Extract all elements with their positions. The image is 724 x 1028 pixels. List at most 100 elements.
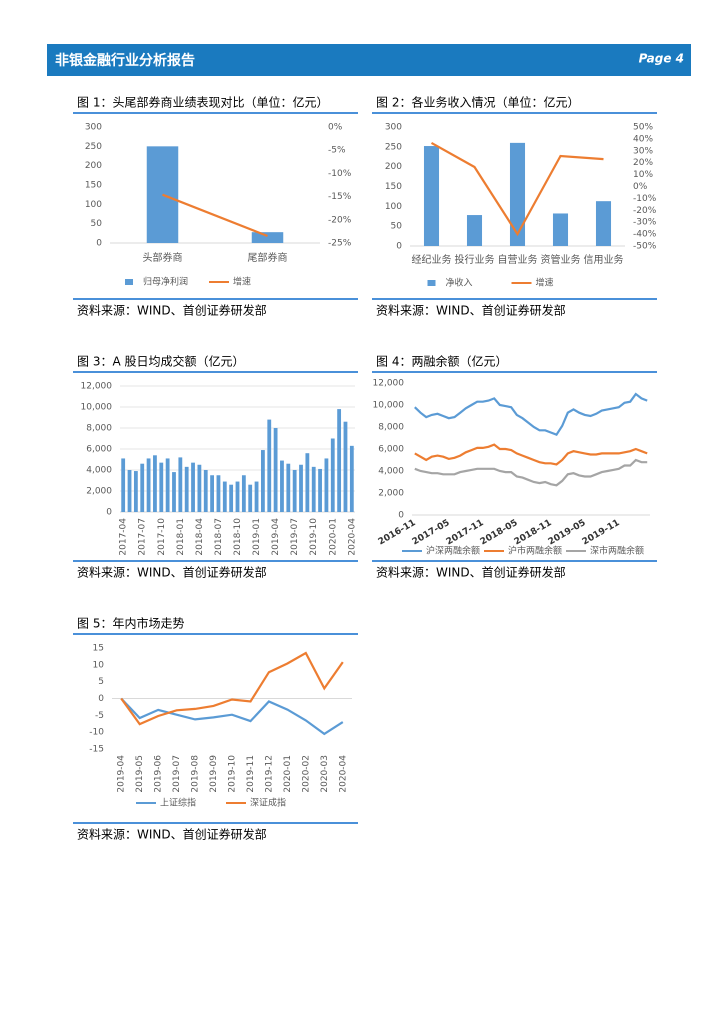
y-tick-label: 100 <box>85 200 102 210</box>
x-tick-label: 经纪业务 <box>412 253 452 266</box>
y2-tick-label: 0% <box>633 182 648 192</box>
x-tick-label: 2019-08 <box>191 755 201 793</box>
x-tick-label: 2019-12 <box>264 755 274 793</box>
x-tick-label: 2019-07 <box>290 518 300 556</box>
bar <box>466 215 483 246</box>
y-tick-label: 4,000 <box>378 467 404 477</box>
bar <box>254 481 259 512</box>
series-line <box>414 392 648 437</box>
x-tick-label: 2020-01 <box>283 755 293 793</box>
y2-tick-label: -5% <box>328 146 346 156</box>
x-tick-label: 头部券商 <box>143 251 183 264</box>
bar <box>146 146 179 243</box>
x-tick-label: 资管业务 <box>541 253 581 266</box>
bar <box>273 428 278 512</box>
y-tick-label: 200 <box>85 161 102 171</box>
y-tick-label: 250 <box>385 142 402 152</box>
y2-tick-label: -25% <box>328 239 352 249</box>
y-tick-label: 100 <box>385 202 402 212</box>
y-tick-label: 8,000 <box>86 424 112 434</box>
x-tick-label: 2019-10 <box>309 518 319 556</box>
y-tick-label: 10,000 <box>373 401 405 411</box>
bar <box>191 462 195 512</box>
figure-source: 资料来源：WIND、首创证券研发部 <box>77 827 267 842</box>
figure-caption: 图 4：两融余额（亿元） <box>376 354 507 369</box>
series-line <box>430 141 604 237</box>
figure-caption: 图 3：A 股日均成交额（亿元） <box>77 354 244 369</box>
x-tick-label: 2018-05 <box>479 518 520 547</box>
y2-tick-label: 0% <box>328 123 343 133</box>
y-tick-label: 2,000 <box>86 487 112 497</box>
x-tick-label: 2019-04 <box>117 755 127 793</box>
legend-label: 增速 <box>233 276 251 288</box>
bar <box>337 409 342 512</box>
y-tick-label: 300 <box>385 123 402 133</box>
x-tick-label: 2020-02 <box>301 755 311 793</box>
y-tick-label: -5 <box>95 711 104 721</box>
legend-label: 沪市两融余额 <box>508 545 562 557</box>
y-tick-label: 200 <box>385 162 402 172</box>
y-tick-label: 12,000 <box>81 382 113 392</box>
x-tick-label: 2019-05 <box>135 755 145 793</box>
x-tick-label: 2017-11 <box>445 518 486 547</box>
bar <box>330 438 335 512</box>
x-tick-label: 2019-11 <box>581 518 622 547</box>
figure-caption: 图 5：年内市场走势 <box>77 616 184 631</box>
x-tick-label: 2017-05 <box>411 518 452 547</box>
bar <box>222 481 227 512</box>
bar <box>153 455 157 512</box>
bar <box>184 466 189 512</box>
x-tick-label: 2019-07 <box>172 755 182 793</box>
y2-tick-label: -50% <box>633 242 657 252</box>
y-tick-label: 12,000 <box>373 379 405 389</box>
bar <box>197 464 202 512</box>
y-tick-label: 0 <box>396 242 402 252</box>
x-tick-label: 2019-10 <box>228 755 238 793</box>
bar <box>178 457 183 512</box>
x-tick-label: 2017-04 <box>119 518 129 556</box>
x-tick-label: 2020-04 <box>347 518 357 556</box>
x-tick-label: 信用业务 <box>584 253 624 266</box>
figure-source: 资料来源：WIND、首创证券研发部 <box>376 565 566 580</box>
series-line <box>120 651 344 726</box>
bar <box>349 445 354 512</box>
y-tick-label: 10,000 <box>81 403 113 413</box>
legend-label: 沪深两融余额 <box>426 545 480 557</box>
bar <box>280 460 284 512</box>
bar <box>305 453 310 512</box>
legend-swatch <box>427 280 436 286</box>
bar <box>311 466 316 512</box>
x-tick-label: 2020-04 <box>338 755 348 793</box>
y-tick-label: 150 <box>385 182 402 192</box>
y2-tick-label: 50% <box>633 123 653 133</box>
y-tick-label: 8,000 <box>378 423 404 433</box>
bar <box>267 419 272 512</box>
bar <box>324 458 329 512</box>
y-tick-label: 0 <box>96 239 102 249</box>
bar <box>127 470 132 512</box>
bar <box>140 463 145 512</box>
y-tick-label: 10 <box>93 660 105 670</box>
figure-caption: 图 1：头尾部券商业绩表现对比（单位：亿元） <box>77 95 328 110</box>
y2-tick-label: -15% <box>328 192 352 202</box>
x-tick-label: 2017-07 <box>138 518 148 556</box>
y-tick-label: 6,000 <box>378 445 404 455</box>
x-tick-label: 2019-04 <box>271 518 281 556</box>
x-tick-label: 2018-07 <box>214 518 224 556</box>
y2-tick-label: -10% <box>328 169 352 179</box>
header-title: 非银金融行业分析报告 <box>55 52 195 69</box>
figure-caption: 图 2：各业务收入情况（单位：亿元） <box>376 95 579 110</box>
y2-tick-label: -20% <box>633 206 657 216</box>
y-tick-label: 250 <box>85 142 102 152</box>
x-tick-label: 尾部券商 <box>248 251 288 264</box>
y-tick-label: -15 <box>89 745 104 755</box>
y-tick-label: 50 <box>391 222 403 232</box>
x-tick-label: 2018-01 <box>176 518 186 556</box>
bar <box>159 462 164 512</box>
x-tick-label: 2018-11 <box>513 518 554 547</box>
bar <box>595 201 612 246</box>
figure-source: 资料来源：WIND、首创证券研发部 <box>376 303 566 318</box>
y-tick-label: 15 <box>93 644 104 654</box>
legend-label: 增速 <box>536 277 554 289</box>
